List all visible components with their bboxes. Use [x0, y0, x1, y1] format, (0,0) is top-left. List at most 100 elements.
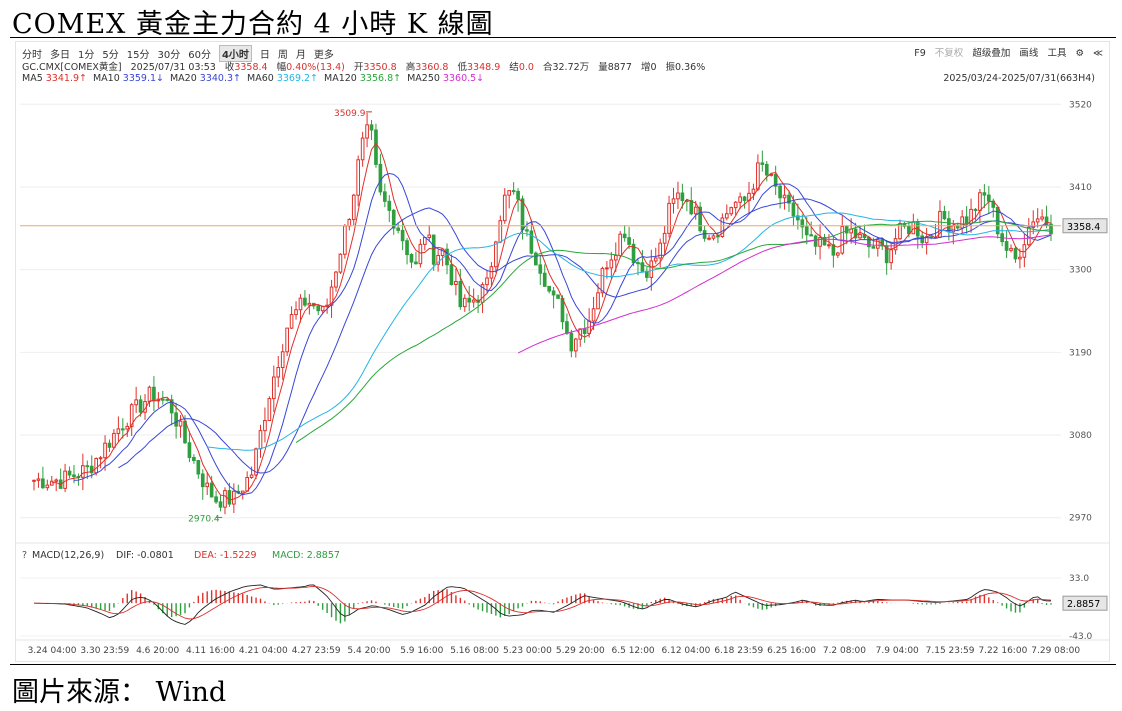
candle-body	[582, 328, 587, 334]
draw-line-button[interactable]: 画线	[1019, 48, 1039, 59]
candle-body	[192, 457, 196, 462]
last-price-label: 3358.4	[1067, 222, 1100, 233]
candle-body	[174, 412, 178, 427]
super-overlay-button[interactable]: 超级叠加	[972, 48, 1011, 59]
candle-body	[818, 237, 822, 247]
candle-body	[285, 327, 289, 353]
candle-body	[436, 254, 440, 265]
x-tick-label: 6.18 23:59	[714, 646, 763, 656]
open-value: 3350.8	[363, 62, 397, 73]
no-adjust-button[interactable]: 不复权	[934, 48, 964, 59]
candle-body	[671, 198, 676, 204]
candle-body	[338, 253, 343, 273]
candle-body	[1009, 247, 1013, 251]
candle-body	[98, 457, 103, 460]
candle-body	[809, 234, 814, 237]
candle-body	[1031, 221, 1036, 228]
y-tick-label: 3520	[1069, 100, 1092, 110]
candle-body	[134, 399, 138, 406]
candle-body	[653, 257, 658, 262]
tab-1[interactable]: 多日	[50, 50, 70, 61]
macd-value-label: 2.8857	[1067, 599, 1100, 610]
candle-body	[467, 297, 472, 303]
tab-9[interactable]: 周	[277, 50, 288, 61]
tab-8[interactable]: 日	[259, 50, 270, 61]
macd-value-tag	[1062, 595, 1108, 611]
x-tick-label: 3.24 04:00	[28, 646, 77, 656]
bottom-rule	[10, 664, 1116, 665]
f9-button[interactable]: F9	[914, 48, 926, 59]
x-tick-label: 4.21 04:00	[239, 646, 288, 656]
candle-body	[733, 201, 738, 209]
ma-legend-ma10: MA10 3359.1↓	[92, 73, 164, 84]
candle-body	[729, 207, 734, 215]
tools-button[interactable]: 工具	[1047, 48, 1067, 59]
close-value: 3358.4	[234, 62, 268, 73]
candle-body	[347, 219, 352, 227]
candle-body	[471, 299, 476, 303]
candle-body	[1040, 216, 1044, 220]
candle-body	[214, 496, 218, 503]
candle-body	[796, 215, 800, 221]
candle-body	[827, 244, 831, 247]
tab-2[interactable]: 1分	[78, 50, 95, 61]
candle-body	[529, 230, 534, 254]
tab-7[interactable]: 4小时	[218, 45, 252, 62]
candle-body	[534, 252, 538, 266]
candle-body	[1049, 223, 1053, 235]
candle-body	[107, 442, 112, 448]
candle-body	[538, 264, 543, 274]
candle-body	[485, 277, 489, 286]
candle-body	[689, 200, 694, 215]
gear-icon[interactable]: ⚙	[1075, 48, 1085, 59]
candle-body	[800, 219, 805, 228]
share-icon[interactable]: ≪	[1093, 48, 1103, 59]
candle-body	[658, 242, 663, 259]
tab-0[interactable]: 分时	[22, 50, 42, 61]
candle-body	[374, 129, 378, 165]
help-icon: ?	[22, 550, 27, 561]
candle-body	[307, 302, 312, 306]
candle-body	[36, 478, 41, 481]
candle-body	[67, 470, 72, 476]
candle-body	[112, 432, 116, 448]
candle-body	[152, 386, 156, 402]
x-tick-label: 5.16 08:00	[450, 646, 499, 656]
candle-body	[125, 425, 130, 430]
tab-6[interactable]: 60分	[188, 50, 211, 61]
candle-body	[596, 292, 600, 310]
kline-chart[interactable]: 3520 3410 3300 3190 3080 2970 3358.4 3509.9 2970…	[16, 42, 1109, 661]
chart-panel: 分时 多日 1分 5分 15分 30分 60分 4小时日周月更多 F9 不复权 超级叠加 画线…	[15, 41, 1110, 662]
settle-value: 0.0	[518, 62, 534, 73]
candle-body	[662, 232, 667, 244]
candle-body	[511, 190, 516, 193]
candle-body	[209, 482, 214, 498]
candle-body	[129, 404, 134, 427]
candle-body	[454, 281, 458, 286]
candle-body	[183, 420, 187, 444]
candle-body	[507, 190, 512, 196]
candle-body	[351, 194, 356, 221]
tab-5[interactable]: 30分	[157, 50, 181, 61]
macd-legend-2: DEA: -1.5229	[194, 550, 257, 561]
candle-body	[54, 479, 59, 482]
candle-body	[707, 237, 711, 240]
candle-body	[525, 229, 529, 232]
candle-body	[378, 163, 383, 193]
ma-legend-ma120: MA120 3356.8↑	[324, 73, 402, 84]
symbol: GC.CMX[COMEX黄金]	[22, 62, 122, 73]
tab-11[interactable]: 更多	[313, 50, 334, 61]
x-tick-label: 7.22 16:00	[978, 646, 1027, 656]
candle-body	[578, 328, 583, 340]
candle-body	[334, 271, 338, 288]
candle-body	[649, 260, 654, 278]
x-tick-label: 6.5 12:00	[612, 646, 655, 656]
tab-10[interactable]: 月	[295, 50, 306, 61]
candle-body	[898, 222, 902, 240]
candle-body	[303, 297, 307, 306]
y-tick-label: 3190	[1069, 348, 1092, 358]
candle-body	[147, 386, 152, 403]
tab-4[interactable]: 15分	[126, 50, 150, 61]
candle-body	[618, 233, 623, 257]
tab-3[interactable]: 5分	[102, 50, 119, 61]
